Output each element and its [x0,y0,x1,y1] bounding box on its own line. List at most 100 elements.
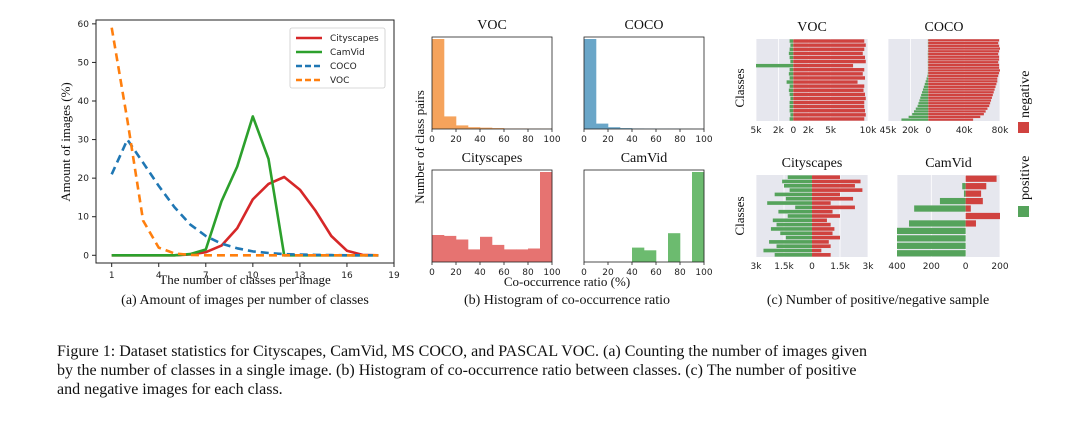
histogram-bar [620,128,633,129]
histogram-bar [468,127,481,129]
positive-bar [772,218,812,223]
negative-bar [928,50,1000,53]
positive-bar [789,188,812,192]
histogram-bar [516,249,529,262]
positive-bar [913,110,929,113]
negative-bar [793,109,866,113]
histogram-camvid: CamVid 0 20 40 60 80 100 [581,151,713,278]
histogram-xtick-label: 20 [602,268,614,278]
panel-a-xtick-label: 4 [156,271,162,281]
positive-bar [789,68,794,72]
negative-bar [928,72,1000,75]
negative-bar [928,39,1000,42]
histogram-voc: VOC 0 20 40 60 80 100 [429,18,561,145]
histogram-xtick-label: 0 [429,268,435,278]
histogram-xtick-label: 0 [581,268,587,278]
positive-bar [912,113,929,116]
histogram-coco: COCO 0 20 40 60 80 100 [581,18,713,145]
negative-bar [793,88,864,92]
histogram-bar [444,116,457,129]
negative-bar [928,85,996,88]
pos-neg-xtick-label: 200 [991,262,1008,272]
panel-a-xtick-label: 10 [247,271,259,281]
pos-neg-title: CamVid [925,156,972,171]
positive-bar [789,100,794,105]
positive-bar [787,175,812,179]
positive-bar [788,72,794,76]
negative-bar [812,218,827,223]
positive-bar [921,93,929,97]
positive-bar [923,85,929,88]
negative-bar [812,183,855,188]
histogram-xtick-label: 100 [543,135,560,145]
positive-bar [790,59,794,64]
positive-bar [939,197,966,205]
pos-neg-coco: COCO 45k 20k 0 40k 80k [880,20,1009,136]
positive-bar [925,80,929,83]
panel-a-xtick-label: 1 [109,271,115,281]
negative-bar [928,96,992,99]
panel-a-ylabel: Amount of images (%) [58,82,73,202]
histogram-xtick-label: 20 [602,135,614,145]
negative-bar [928,82,997,86]
positive-bar [756,63,794,68]
panel-c: Classes Classes VOC 5k 2k 0 2k 5k 10k COCO 45k 20… [732,20,1033,308]
series-line-cityscapes [111,175,379,257]
positive-bar [774,192,812,197]
negative-bar [793,59,866,64]
negative-bar [928,99,992,102]
histogram-xtick-label: 60 [650,135,662,145]
positive-bar [785,235,812,240]
panel-a-caption: (a) Amount of images per number of class… [121,293,369,308]
positive-bar [789,104,794,109]
histogram-frame [431,169,553,263]
negative-bar [793,76,866,80]
negative-bar [928,47,1000,50]
negative-bar [812,231,833,236]
panel-a-xtick-label: 7 [203,271,209,281]
panel-b-xlabel: Co-occurrence ratio (%) [504,274,630,289]
positive-bar [927,61,929,64]
pos-neg-title: COCO [925,20,964,35]
positive-bar [789,117,794,121]
positive-bar [917,104,929,108]
panel-a-frame [95,19,395,264]
panel-b-caption: (b) Histogram of co-occurrence ratio [464,293,670,308]
figure-canvas: 1 4 7 10 13 16 19 0 10 20 30 40 50 60 Amount of image… [58,18,1033,308]
positive-bar [776,222,812,227]
negative-bar [793,68,865,72]
histogram-bar [432,39,445,129]
negative-bar [793,92,866,97]
positive-bar [789,47,794,51]
panel-a-legend: Cityscapes CamVid COCO VOC [289,27,386,89]
histogram-bar [492,128,505,129]
positive-bar [897,242,966,249]
pos-neg-background [888,39,1000,121]
negative-bar [928,110,986,113]
histogram-xtick-label: 100 [695,135,712,145]
negative-bar [928,118,974,121]
pos-neg-xtick-label: 5k [751,126,763,136]
positive-bar [778,209,812,214]
negative-bar [793,47,865,51]
histogram-frame [583,36,705,130]
positive-bar [926,77,929,80]
negative-bar [793,96,866,101]
positive-bar [763,248,812,253]
positive-bar [782,179,812,184]
panel-c-ylabel-bottom: Classes [732,197,747,236]
positive-bar [786,80,794,84]
histogram-bar [456,125,469,129]
negative-bar [965,197,983,205]
negative-bar [812,192,840,197]
positive-bar [909,220,966,227]
negative-bar [793,63,854,68]
histogram-xtick-label: 80 [674,268,686,278]
positive-bar [897,227,966,235]
negative-bar [812,201,831,205]
negative-bar [928,104,990,108]
positive-bar [901,118,929,121]
negative-bar [812,188,863,192]
histogram-bar [608,127,621,129]
positive-bar [774,253,812,257]
